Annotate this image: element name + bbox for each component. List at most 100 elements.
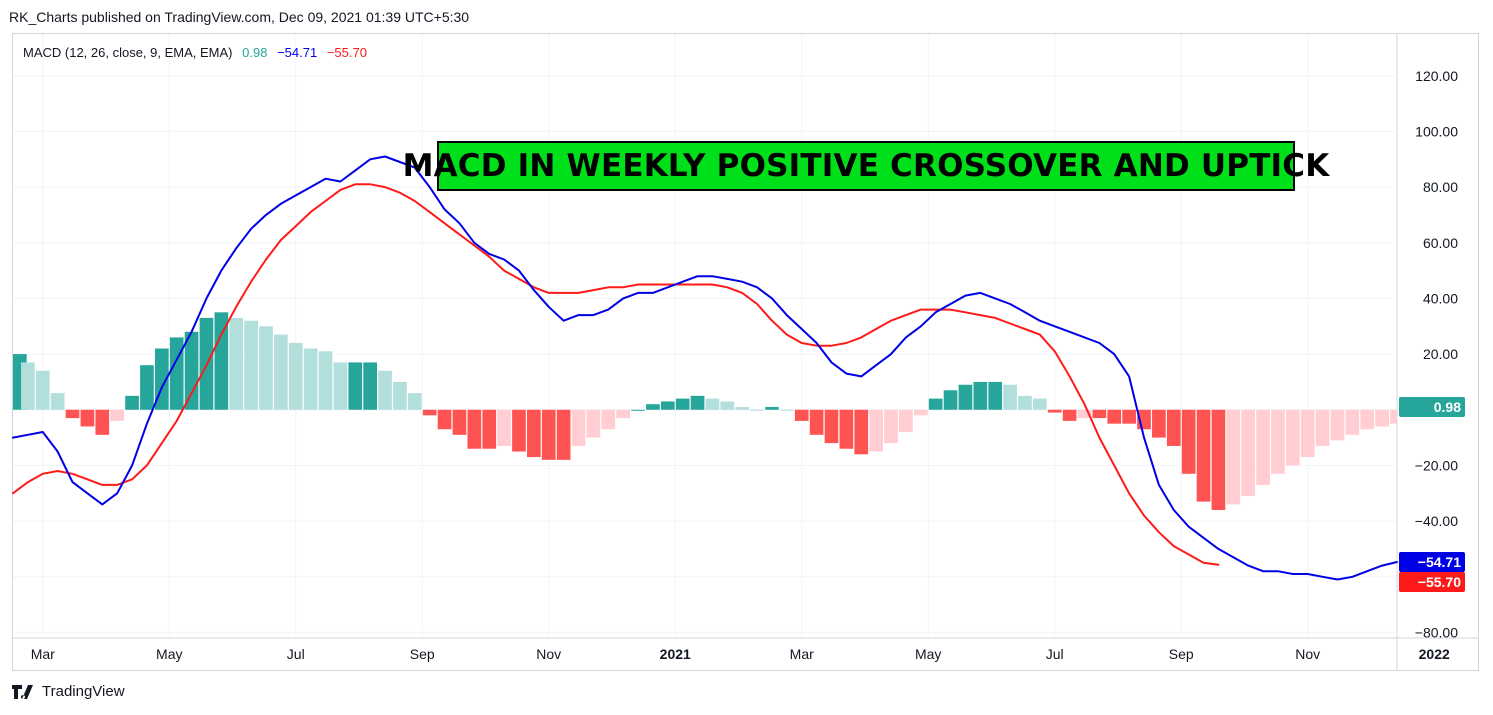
y-tick-label: −20.00: [1415, 457, 1458, 473]
signal-line: [12, 183, 1220, 566]
histogram-bar: [1241, 409, 1256, 497]
tradingview-logo-icon: [12, 684, 33, 699]
histogram-bar: [363, 362, 378, 410]
histogram-bar: [1047, 409, 1062, 413]
histogram-bar: [1285, 409, 1300, 466]
histogram-bar: [988, 381, 1003, 410]
histogram-bar: [601, 409, 616, 430]
x-tick-label: Nov: [1295, 646, 1320, 662]
histogram-bar: [35, 370, 50, 410]
legend-indicator-name: MACD (12, 26, close, 9, EMA, EMA): [23, 45, 233, 60]
tradingview-brand[interactable]: TradingView: [12, 683, 125, 700]
published-header: RK_Charts published on TradingView.com, …: [9, 9, 470, 25]
histogram-bar: [333, 362, 348, 410]
histogram-bar: [854, 409, 869, 455]
histogram-bar: [95, 409, 110, 435]
histogram-bar: [646, 404, 660, 410]
histogram-bar: [482, 409, 497, 449]
histogram-bar: [467, 409, 482, 449]
histogram-bar: [65, 409, 80, 419]
y-tick-label: 100.00: [1415, 123, 1458, 139]
x-tick-label: Mar: [31, 646, 55, 662]
brand-name: TradingView: [42, 683, 125, 700]
histogram-bar: [1390, 409, 1397, 424]
x-tick-label: 2021: [660, 646, 691, 662]
histogram-bar: [1226, 409, 1241, 505]
histogram-bar: [1315, 409, 1330, 446]
annotation-banner: MACD IN WEEKLY POSITIVE CROSSOVER AND UP…: [403, 141, 1329, 191]
histogram-bar: [393, 381, 407, 410]
histogram-bar: [616, 409, 630, 419]
x-tick-label: Jul: [1046, 646, 1064, 662]
histogram-bar: [214, 312, 229, 410]
histogram-bar: [1300, 409, 1315, 458]
histogram-bar: [884, 409, 898, 444]
signal-value-badge: [1399, 572, 1465, 593]
x-tick-label: May: [156, 646, 182, 662]
histogram-bar: [452, 409, 467, 435]
x-tick-label: May: [915, 646, 941, 662]
histogram-bar: [1271, 409, 1285, 474]
y-axis: 120.00 100.00 80.00 60.00 40.00 20.00 −20.00 −4…: [1415, 68, 1458, 641]
x-tick-label: 2022: [1419, 646, 1450, 662]
histogram-bar: [1360, 409, 1375, 430]
histogram-bar: [958, 384, 973, 410]
histogram-bar: [928, 398, 943, 410]
histogram-bar: [184, 331, 199, 410]
histogram-bar: [556, 409, 571, 460]
histogram-bar: [780, 409, 794, 411]
histogram-bar: [497, 409, 511, 446]
histogram-bar: [80, 409, 95, 427]
histogram-bar: [943, 390, 958, 410]
histogram-bar: [1003, 384, 1017, 410]
histogram-bar: [1092, 409, 1107, 419]
y-tick-label: −40.00: [1415, 513, 1458, 529]
histogram-bar: [288, 342, 303, 410]
histogram-bar: [169, 337, 184, 410]
histogram-bar: [125, 395, 139, 410]
histogram-bar: [571, 409, 586, 446]
indicator-legend[interactable]: MACD (12, 26, close, 9, EMA, EMA) 0.98 −…: [23, 45, 373, 60]
histogram-bar: [1256, 409, 1270, 485]
histogram-bar: [140, 365, 154, 410]
histogram-bar: [1345, 409, 1360, 435]
x-axis: Mar May Jul Sep Nov 2021 Mar May Jul Sep Nov 2022: [31, 646, 1450, 662]
histogram-bar: [348, 362, 363, 410]
histogram-bar: [705, 398, 720, 410]
x-tick-label: Mar: [790, 646, 814, 662]
histogram-bar: [303, 348, 318, 410]
histogram-value-badge: [1399, 397, 1465, 418]
histogram-bar: [1330, 409, 1345, 441]
histogram-bar: [690, 395, 705, 410]
histogram-bar: [809, 409, 824, 435]
histogram-bar: [1077, 409, 1092, 419]
histogram-bar: [50, 393, 65, 410]
histogram-bar: [1107, 409, 1122, 424]
histogram-bar: [1375, 409, 1389, 427]
histogram-bar: [586, 409, 601, 438]
legend-signal-value: −55.70: [326, 45, 367, 60]
histogram-bar: [765, 406, 779, 410]
histogram-bar: [1211, 409, 1226, 510]
y-tick-label: 20.00: [1423, 346, 1458, 362]
histogram-bar: [824, 409, 839, 444]
histogram-bar: [541, 409, 556, 460]
legend-histogram-value: 0.98: [242, 45, 268, 60]
chart-frame: [12, 33, 1479, 671]
histogram-bar: [1032, 398, 1047, 410]
histogram-bar: [631, 409, 645, 411]
histogram-bar: [422, 409, 437, 416]
y-tick-label: 40.00: [1423, 290, 1458, 306]
histogram-bar: [437, 409, 452, 430]
histogram-bar: [512, 409, 526, 452]
macd-line: [12, 155, 1398, 581]
histogram-bar: [675, 398, 690, 410]
histogram-bar: [1152, 409, 1166, 438]
histogram-bar: [720, 401, 735, 410]
histogram-bar: [1122, 409, 1136, 424]
histogram-bar: [839, 409, 854, 449]
histogram-bar: [259, 326, 273, 410]
histogram-bar: [869, 409, 883, 452]
histogram-value-badge-text: 0.98: [1434, 399, 1461, 415]
